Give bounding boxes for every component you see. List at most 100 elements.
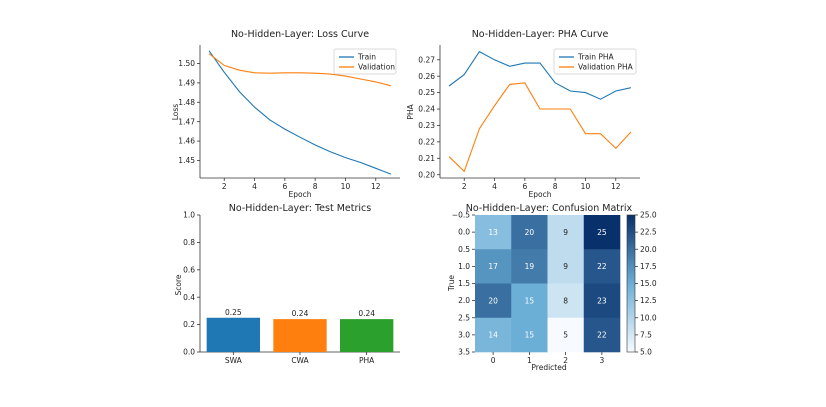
- cm-colorbar-tick-label: 20.0: [640, 245, 657, 254]
- pha-y-tick-label: 0.21: [418, 154, 435, 163]
- cm-cell: [511, 249, 548, 284]
- cm-cell: [511, 317, 548, 353]
- pha-y-tick-label: 0.26: [418, 72, 435, 81]
- cm-colorbar-tick-label: 25.0: [640, 211, 657, 220]
- pha-chart-title: No-Hidden-Layer: PHA Curve: [472, 29, 609, 40]
- cm-cell: [547, 283, 585, 319]
- pha-series-line-1: [448, 82, 632, 173]
- pha-x-axis-label: Epoch: [529, 190, 552, 199]
- cm-cell-value: 25: [597, 228, 607, 237]
- loss-y-axis-label: Loss: [171, 104, 180, 121]
- cm-x-tick-label: 3: [599, 356, 604, 365]
- metric-value-label: 0.25: [225, 308, 242, 317]
- metrics-chart-title: No-Hidden-Layer: Test Metrics: [229, 203, 371, 214]
- loss-x-tick-label: 6: [282, 182, 287, 191]
- cm-cell: [547, 317, 585, 353]
- pha-y-tick-label: 0.23: [418, 121, 435, 130]
- loss-x-axis-label: Epoch: [289, 190, 312, 199]
- cm-colorbar-tick-label: 10.0: [640, 313, 657, 322]
- pha-x-tick-label: 8: [553, 182, 558, 191]
- cm-y-tick-label: 3.5: [458, 348, 470, 357]
- loss-x-tick-label: 10: [341, 182, 351, 191]
- cm-cell-value: 22: [597, 262, 607, 271]
- cm-x-tick-label: 2: [563, 356, 568, 365]
- cm-cell: [583, 317, 621, 353]
- cm-x-tick-label: 1: [527, 356, 532, 365]
- loss-y-tick-label: 1.49: [178, 78, 195, 87]
- cm-cell-value: 9: [563, 262, 568, 271]
- cm-cell: [475, 317, 512, 353]
- loss-legend-label: Validation: [358, 63, 395, 72]
- cm-cell-value: 23: [597, 296, 607, 305]
- cm-cell: [583, 283, 621, 319]
- cm-y-tick-label: 3.0: [458, 330, 470, 339]
- cm-colorbar-tick-label: 22.5: [640, 228, 657, 237]
- cm-colorbar: [626, 214, 636, 353]
- loss-y-tick-label: 1.47: [178, 117, 195, 126]
- cm-cell-value: 9: [563, 228, 568, 237]
- pha-y-tick-label: 0.25: [418, 88, 435, 97]
- loss-x-tick-label: 4: [252, 182, 257, 191]
- cm-y-tick-label: 2.0: [458, 296, 470, 305]
- loss-series-line-1: [208, 53, 392, 87]
- cm-cell-value: 5: [563, 331, 568, 340]
- pha-legend-label: Validation PHA: [578, 63, 634, 72]
- cm-cell-value: 20: [488, 296, 498, 305]
- cm-x-tick-label: 0: [491, 356, 496, 365]
- metric-bar-cwa: [273, 319, 327, 352]
- metrics-x-tick-label: SWA: [225, 356, 243, 365]
- cm-cell-value: 20: [525, 228, 535, 237]
- pha-y-tick-label: 0.20: [418, 170, 435, 179]
- loss-x-tick-label: 8: [313, 182, 318, 191]
- cm-cell: [475, 249, 512, 284]
- cm-cell: [511, 283, 548, 319]
- metrics-x-tick-label: PHA: [359, 356, 375, 365]
- metrics-plot-area: 0.0 0.2 0.4 0.6 0.8 1.0 0.25 SWA 0.24 CWA 0.24 PHA: [183, 211, 400, 365]
- cm-y-tick-label: 1.5: [458, 279, 470, 288]
- metrics-y-tick-label: 0.6: [183, 265, 195, 274]
- pha-x-tick-label: 4: [492, 182, 497, 191]
- pha-x-tick-label: 10: [581, 182, 591, 191]
- pha-y-tick-label: 0.27: [418, 55, 435, 64]
- cm-cell: [583, 215, 621, 250]
- cm-cell: [547, 249, 585, 284]
- metric-bar-pha: [340, 319, 394, 352]
- pha-y-tick-label: 0.22: [418, 137, 435, 146]
- loss-y-tick-label: 1.48: [178, 98, 195, 107]
- cm-cell: [583, 249, 621, 284]
- pha-legend-label: Train PHA: [577, 53, 615, 62]
- cm-cell-value: 19: [525, 262, 535, 271]
- cm-cell: [547, 215, 585, 250]
- metrics-x-tick-label: CWA: [291, 356, 309, 365]
- pha-legend-box: [553, 48, 637, 75]
- pha-plot-area: 2 4 6 8 10 12 0.20 0.21 0.22 0.23 0.24 0.25 0.26 0.27…: [418, 45, 640, 191]
- cm-y-axis-label: True: [447, 275, 456, 292]
- cm-cell: [475, 283, 512, 319]
- cm-y-tick-label: −0.5: [452, 211, 470, 220]
- metric-value-label: 0.24: [358, 309, 375, 318]
- metrics-y-tick-label: 0.2: [183, 320, 195, 329]
- cm-colorbar-tick-label: 12.5: [640, 296, 657, 305]
- metrics-y-tick-label: 0.8: [183, 238, 195, 247]
- pha-x-tick-label: 12: [611, 182, 621, 191]
- cm-y-tick-label: 0.5: [458, 245, 470, 254]
- loss-series-line-0: [208, 50, 392, 175]
- metrics-y-tick-label: 1.0: [183, 211, 195, 220]
- cm-cell-value: 15: [525, 331, 535, 340]
- cm-cell: [475, 215, 512, 250]
- loss-legend-label: Train: [357, 53, 376, 62]
- loss-y-tick-label: 1.50: [178, 59, 195, 68]
- pha-x-tick-label: 6: [522, 182, 527, 191]
- metrics-y-tick-label: 0.4: [183, 293, 195, 302]
- pha-series-line-0: [448, 50, 632, 100]
- loss-x-tick-label: 12: [371, 182, 381, 191]
- pha-y-tick-label: 0.24: [418, 105, 435, 114]
- cm-cell-value: 15: [525, 296, 535, 305]
- loss-curve-panel: No-Hidden-Layer: Loss Curve Epoch Loss 2…: [171, 29, 400, 199]
- metric-value-label: 0.24: [292, 309, 309, 318]
- cm-cell-value: 8: [563, 296, 568, 305]
- cm-chart-title: No-Hidden-Layer: Confusion Matrix: [466, 203, 633, 214]
